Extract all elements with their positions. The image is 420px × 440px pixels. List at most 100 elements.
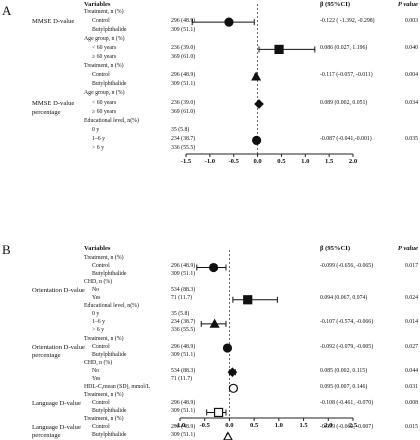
count-value: 336 (55.5) [171, 145, 196, 151]
variable-label: 0 y [92, 126, 100, 133]
count-value: 296 (48.9) [171, 399, 196, 406]
estimate-marker [213, 407, 224, 418]
p-value: 0.040 [404, 44, 418, 51]
variable-label: CHD, n (%) [84, 359, 113, 366]
p-value: 0.017 [404, 263, 418, 270]
p-value: 0.015 [404, 424, 418, 431]
outcome-label: percentage [32, 432, 61, 440]
x-tick-label: -0.5 [228, 158, 239, 165]
x-tick-label: 0.5 [277, 158, 286, 165]
beta-value: -0.099 (-0.656, -0.065) [320, 263, 374, 270]
count-value: 296 (48.9) [171, 424, 196, 431]
p-value: 0.003 [404, 17, 418, 24]
estimate-marker [227, 367, 238, 378]
count-value: 309 (51.1) [171, 271, 196, 278]
p-value: 0.031 [404, 383, 418, 390]
variable-label: Control [92, 399, 110, 406]
variable-label: 1–6 y [92, 135, 106, 142]
x-tick-label: -1.5 [180, 158, 192, 165]
count-value: 296 (48.9) [171, 17, 196, 24]
outcome-label: percentage [32, 351, 61, 359]
x-tick-label: 1.0 [274, 422, 283, 429]
estimate-marker [222, 343, 233, 353]
beta-value: -0.108 (-0.461, -0.070) [320, 399, 374, 406]
outcome-label: Orientation D-value [32, 343, 85, 351]
variable-label: Yes [92, 375, 101, 382]
count-value: 71 (11.7) [171, 375, 193, 382]
variable-label: No [92, 287, 100, 294]
variable-label: Educational level, n(%) [84, 303, 139, 310]
variable-label: Treatment, n (%) [84, 335, 124, 342]
x-tick-label: 0.5 [250, 422, 259, 429]
estimate-marker [223, 431, 233, 440]
beta-value: -0.087 (-0.041,-0.001) [320, 135, 372, 142]
variable-label: CHD, n (%) [84, 279, 113, 286]
count-value: 296 (48.9) [171, 343, 196, 350]
variable-label: Treatment, n (%) [84, 63, 124, 70]
variable-label: Educational level, n(%) [84, 117, 139, 124]
variable-label: Control [92, 72, 110, 79]
count-value: 296 (48.9) [171, 72, 196, 79]
estimate-marker [209, 318, 220, 328]
variable-label: Control [92, 424, 110, 431]
variable-label: Age group, n (%) [84, 35, 125, 42]
count-value: 296 (48.9) [171, 263, 196, 270]
variable-label: Treatment, n (%) [84, 416, 124, 422]
beta-value: -0.099 (-0.062, -0.007) [320, 424, 374, 431]
variable-label: Butylphthalide [92, 351, 127, 358]
count-value: 35 (5.8) [171, 126, 190, 133]
variable-label: 1–6 y [92, 319, 106, 326]
column-header-p-value: P value [397, 1, 418, 8]
variable-label: Butylphthalide [92, 271, 127, 278]
column-header-variables: Variables [84, 1, 111, 8]
variable-label: HDL-C,mean (SD), mmol/L [84, 383, 151, 390]
p-value: 0.008 [404, 399, 418, 406]
count-value: 234 (38.7) [171, 319, 196, 326]
outcome-label: percentage [32, 108, 61, 116]
x-tick-label: 1.5 [325, 158, 334, 165]
variable-label: < 60 years [92, 99, 117, 106]
count-value: 534 (88.3) [171, 367, 196, 374]
count-value: 236 (39.0) [171, 44, 196, 51]
count-value: 309 (51.1) [171, 26, 196, 33]
count-value: 309 (51.1) [171, 351, 196, 358]
estimate-marker [251, 71, 262, 81]
column-header-beta: β (95%CI) [320, 245, 351, 252]
outcome-label: MMSE D-value [32, 99, 75, 107]
variable-label: Treatment, n (%) [84, 8, 124, 15]
count-value: 336 (55.5) [171, 327, 196, 334]
outcome-label: Language D-value [32, 424, 81, 432]
p-value: 0.004 [404, 72, 418, 79]
beta-value: 0.094 (0.067, 0.974) [320, 295, 368, 302]
variable-label: Treatment, n (%) [84, 255, 124, 261]
variable-label: < 60 years [92, 44, 117, 51]
count-value: 236 (39.0) [171, 99, 196, 106]
beta-value: -0.107 (-0.574, -0.066) [320, 319, 374, 326]
count-value: 309 (51.1) [171, 81, 196, 88]
outcome-label: Orientation D-value [32, 287, 85, 295]
panel-letter: B [2, 242, 11, 257]
variable-label: Butylphthalide [92, 407, 127, 414]
variable-label: 0 y [92, 311, 100, 318]
variable-label: Butylphthalide [92, 432, 127, 439]
beta-value: -0.092 (-0.079, -0.005) [320, 343, 374, 350]
beta-value: -0.122 ( -1.392, -0.298) [320, 17, 375, 24]
estimate-marker [209, 262, 219, 273]
x-tick-label: 2.0 [324, 422, 333, 429]
variable-label: Yes [92, 295, 101, 302]
variable-label: Age group, n (%) [84, 90, 125, 97]
beta-value: 0.089 (0.002, 0.051) [320, 99, 368, 106]
x-tick-label: -1.0 [204, 158, 216, 165]
column-header-variables: Variables [84, 245, 111, 252]
beta-value: 0.086 (0.027, 1.196) [320, 44, 368, 51]
count-value: 369 (61.0) [171, 54, 196, 60]
count-value: 369 (61.0) [171, 108, 196, 115]
estimate-marker [224, 17, 234, 27]
p-value: 0.014 [404, 319, 418, 326]
count-value: 534 (88.3) [171, 287, 196, 294]
p-value: 0.044 [404, 367, 418, 374]
variable-label: ≥ 60 years [92, 54, 117, 60]
column-header-p-value: P value [397, 245, 418, 252]
column-header-beta: β (95%CI) [320, 1, 351, 8]
